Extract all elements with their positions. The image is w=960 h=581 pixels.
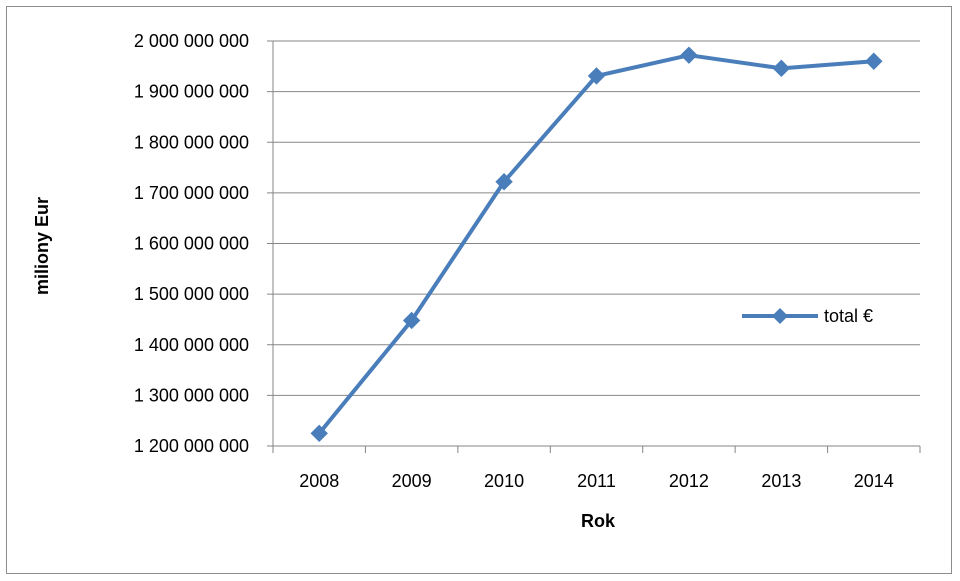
x-axis-title: Rok	[581, 511, 616, 531]
y-tick-labels: 1 200 000 000 1 300 000 000 1 400 000 000 1…	[134, 31, 249, 456]
series-total	[310, 46, 883, 443]
chart-area	[6, 6, 952, 574]
x-tick-label: 2009	[392, 471, 432, 491]
data-point	[587, 67, 606, 85]
y-tick-label: 2 000 000 000	[134, 31, 249, 51]
x-tick-label: 2008	[299, 471, 339, 491]
x-tick-label: 2013	[761, 471, 801, 491]
legend-label: total €	[824, 306, 873, 326]
y-tick-label: 1 400 000 000	[134, 335, 249, 355]
x-tick-label: 2014	[854, 471, 894, 491]
data-point	[865, 52, 883, 70]
legend: total €	[742, 306, 873, 326]
data-point	[772, 59, 791, 78]
gridlines	[273, 40, 920, 396]
y-tick-label: 1 600 000 000	[134, 234, 249, 254]
x-tick-labels: 2008 2009 2010 2011 2012 2013 2014	[299, 471, 894, 491]
x-tick-label: 2012	[669, 471, 709, 491]
legend-marker	[772, 308, 788, 324]
y-tick-label: 1 900 000 000	[134, 82, 249, 102]
data-point	[495, 173, 513, 191]
series-line	[317, 53, 874, 435]
data-point	[310, 424, 328, 443]
x-tick-label: 2010	[484, 471, 524, 491]
y-axis-title: miliony Eur	[32, 197, 52, 295]
y-tick-label: 1 200 000 000	[134, 436, 249, 456]
y-tick-label: 1 500 000 000	[134, 284, 249, 304]
y-tick-label: 1 800 000 000	[134, 132, 249, 152]
x-tick-label: 2011	[577, 471, 616, 491]
data-point	[402, 311, 421, 330]
data-point	[680, 46, 698, 64]
y-tick-label: 1 700 000 000	[134, 183, 249, 203]
y-tick-label: 1 300 000 000	[134, 385, 249, 405]
axes	[267, 40, 921, 453]
